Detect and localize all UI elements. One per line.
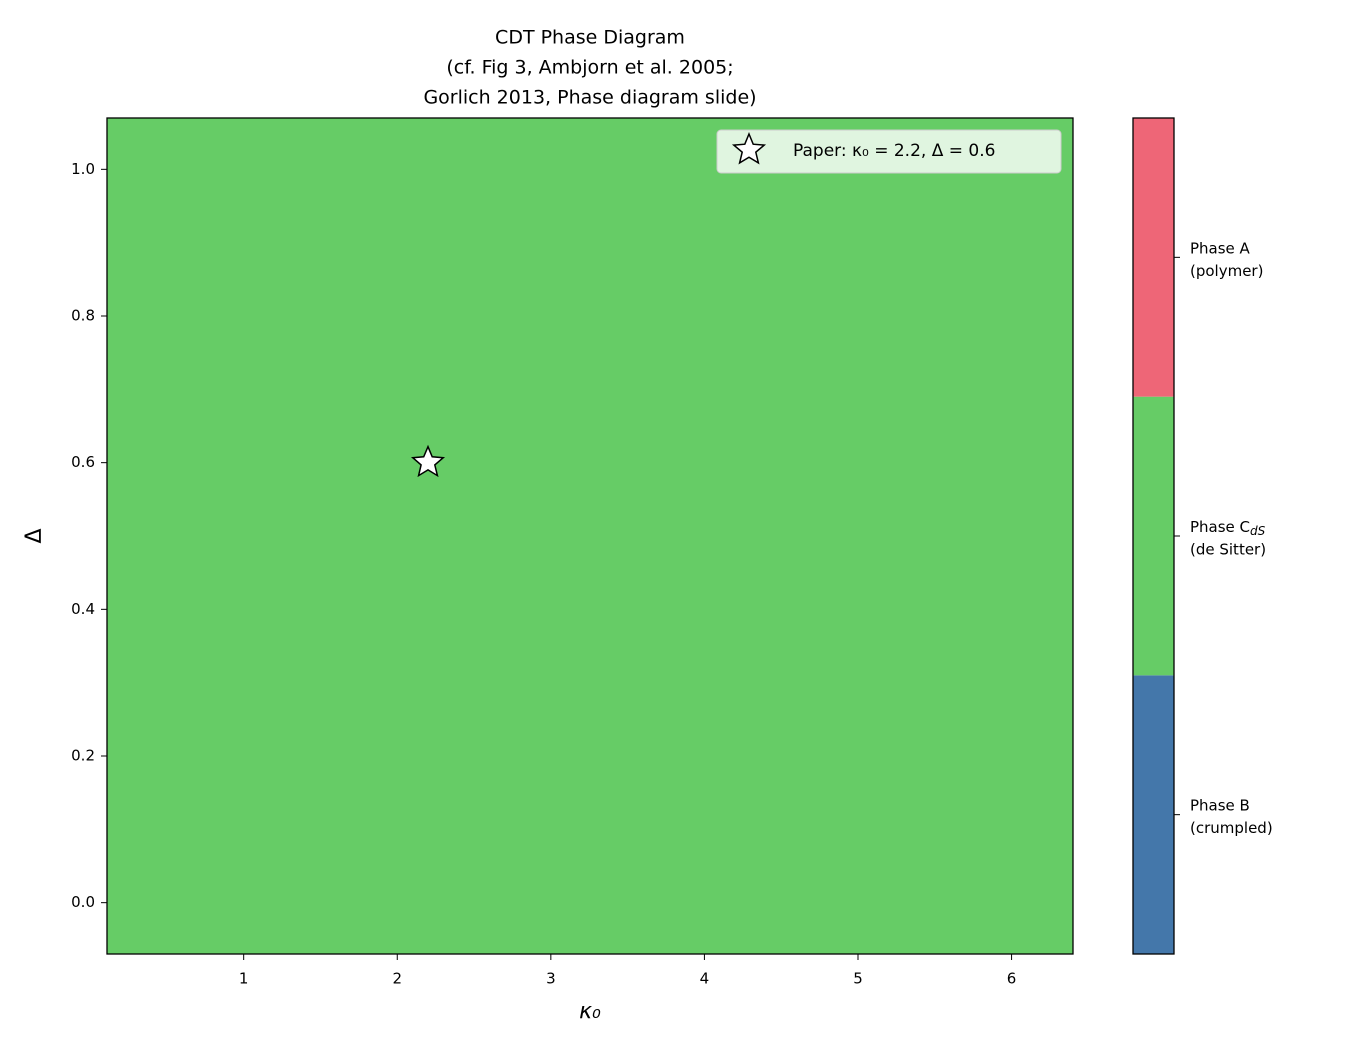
x-tick-label: 4 — [700, 970, 710, 988]
x-axis-label: κ₀ — [579, 999, 601, 1024]
x-tick-label: 1 — [239, 970, 249, 988]
y-tick-label: 1.0 — [71, 160, 95, 178]
chart-title: CDT Phase Diagram — [495, 27, 685, 49]
star-marker — [410, 444, 446, 478]
y-tick-label: 0.8 — [71, 307, 95, 325]
colorbar-tick-note: (de Sitter) — [1190, 541, 1266, 559]
x-tick-label: 5 — [853, 970, 863, 988]
y-tick-label: 0.4 — [71, 600, 95, 618]
colorbar-tick-label: Phase CdS — [1190, 518, 1266, 538]
colorbar-segment — [1133, 396, 1174, 676]
colorbar-segment — [1133, 675, 1174, 954]
colorbar-tick-label: Phase A — [1190, 239, 1251, 257]
colorbar-tick-note: (polymer) — [1190, 262, 1263, 280]
colorbar-segment — [1133, 118, 1174, 397]
colorbar-subscript: dS — [1250, 524, 1266, 538]
colorbar-tick-label: Phase B — [1190, 796, 1250, 814]
legend-label: Paper: κ₀ = 2.2, Δ = 0.6 — [793, 141, 995, 161]
legend-box — [716, 129, 1062, 174]
x-tick-label: 2 — [392, 970, 402, 988]
plot-frame — [106, 117, 1074, 955]
chart-title: Gorlich 2013, Phase diagram slide) — [423, 87, 756, 109]
x-tick-label: 3 — [546, 970, 556, 988]
heatmap-cell — [107, 118, 1073, 954]
y-tick-label: 0.2 — [71, 747, 95, 765]
y-axis-label: Δ — [22, 528, 47, 543]
x-tick-label: 6 — [1007, 970, 1017, 988]
legend-marker — [731, 132, 767, 165]
legend: Paper: κ₀ = 2.2, Δ = 0.6 — [716, 129, 1062, 174]
colorbar-tick-note: (crumpled) — [1190, 819, 1273, 837]
colorbar-label: Phase C — [1190, 518, 1250, 536]
chart-title: (cf. Fig 3, Ambjorn et al. 2005; — [446, 57, 733, 79]
y-tick-label: 0.6 — [71, 453, 95, 471]
colorbar-label: Phase A — [1190, 239, 1251, 257]
y-tick-label: 0.0 — [71, 893, 95, 911]
colorbar-label: Phase B — [1190, 796, 1250, 814]
